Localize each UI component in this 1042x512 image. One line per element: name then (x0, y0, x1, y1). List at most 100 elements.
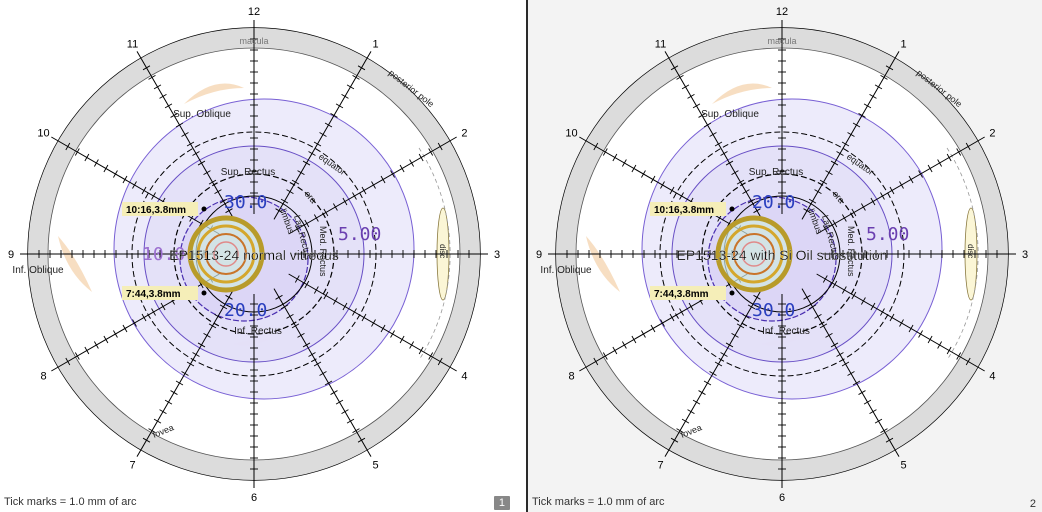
fundus-panel-2: 12 1 2 3 4 5 6 7 8 9 10 11 macula posterior pole equat… (528, 0, 1042, 512)
tick-mark (148, 74, 156, 80)
tick-mark (74, 148, 80, 156)
clock-spoke (816, 140, 978, 235)
tick-mark (885, 437, 894, 443)
tick-mark (869, 409, 877, 415)
macula-label: macula (239, 36, 268, 46)
tick-mark (286, 313, 294, 319)
tick-mark (946, 346, 952, 355)
tick-mark (660, 319, 665, 327)
clock-tick-outer (366, 449, 372, 457)
tick-mark (84, 153, 90, 162)
lens-ring-middle (724, 224, 784, 284)
tick-mark (621, 341, 627, 349)
tick-mark (669, 313, 675, 322)
clock-tick-outer (894, 449, 900, 457)
tick-mark (870, 302, 876, 311)
tick-mark (852, 122, 861, 128)
clock-label-5: 5 (372, 459, 378, 471)
marker-label: 7:44,3.8mm (654, 289, 709, 300)
panel-divider[interactable] (526, 0, 528, 512)
tick-mark (830, 342, 839, 348)
marker-box (122, 202, 198, 216)
tick-mark (681, 418, 690, 424)
tick-mark (688, 302, 694, 311)
disc-label: disc (966, 244, 975, 258)
tick-mark (399, 335, 405, 344)
tick-mark (937, 341, 943, 349)
tick-mark (650, 175, 656, 184)
tick-mark (822, 225, 828, 233)
tick-mark (153, 84, 162, 90)
tick-mark (736, 323, 745, 329)
tick-mark (612, 153, 618, 162)
tick-mark (428, 352, 434, 360)
tick-mark (302, 160, 311, 166)
tick-mark (297, 333, 305, 338)
fundus-panel-1: 12 1 2 3 4 5 6 7 8 9 10 11 macula posterior pole equat… (0, 0, 514, 512)
tick-mark (286, 189, 294, 195)
tick-mark (371, 319, 376, 327)
tick-mark (602, 352, 608, 360)
tick-mark (74, 352, 80, 360)
tick-mark (132, 319, 137, 327)
tick-mark (641, 170, 646, 178)
clock-label-9: 9 (8, 249, 14, 261)
tick-mark (361, 186, 367, 195)
tick-mark (160, 302, 166, 311)
clock-label-5: 5 (900, 459, 906, 471)
page-number-badge[interactable]: 2 (1029, 498, 1036, 510)
isopter-value-label: 20.0 (752, 192, 795, 213)
tick-mark (313, 141, 322, 147)
tick-mark (103, 335, 109, 344)
clock-label-10: 10 (37, 128, 49, 140)
tick-mark (819, 323, 828, 329)
tick-mark (84, 346, 90, 355)
tick-mark (703, 380, 712, 386)
lens-ring-outer (715, 215, 793, 293)
disc-label: disc (438, 244, 447, 258)
tick-mark (814, 313, 822, 319)
sup-rectus-label: Sup. Rectus (221, 167, 275, 178)
clock-tick-outer (449, 136, 457, 142)
tick-mark (841, 286, 847, 294)
clock-spoke (288, 140, 450, 235)
tick-mark (720, 151, 728, 156)
clock-tick-outer (136, 449, 142, 457)
clock-spoke (273, 58, 368, 220)
tick-mark (275, 208, 283, 214)
tick-mark (889, 186, 895, 195)
tick-mark (720, 352, 728, 357)
tick-mark (341, 409, 349, 415)
tick-mark (164, 103, 173, 109)
clock-tick-outer (977, 136, 985, 142)
lens-ring-inner (205, 233, 247, 275)
tick-mark (641, 330, 646, 338)
tick-mark (275, 294, 283, 300)
tick-mark (669, 186, 675, 195)
tick-mark (93, 159, 99, 167)
clock-tick-outer (977, 366, 985, 372)
tick-mark (650, 324, 656, 333)
clock-label-1: 1 (372, 39, 378, 51)
page-number-badge[interactable]: 1 (493, 496, 510, 510)
tick-mark (335, 103, 344, 109)
clock-label-2: 2 (461, 128, 467, 140)
tick-mark (753, 294, 761, 300)
clock-label-8: 8 (568, 371, 574, 383)
tick-mark (113, 170, 118, 178)
tick-mark (280, 198, 289, 204)
tick-mark (122, 175, 128, 184)
tick-mark (899, 181, 904, 189)
isopter-value-label: 20.0 (224, 300, 267, 321)
tick-mark (670, 437, 679, 443)
marker-label: 10:16,3.8mm (654, 205, 714, 216)
tick-mark (324, 380, 333, 386)
marker-dot (729, 206, 735, 212)
tick-mark (159, 409, 167, 415)
tick-mark (122, 324, 128, 333)
clock-label-3: 3 (494, 249, 500, 261)
clock-tick-outer (51, 136, 59, 142)
tick-mark (341, 93, 349, 99)
tick-mark (679, 192, 684, 200)
inf-oblique-label: Inf. Oblique (540, 265, 592, 276)
